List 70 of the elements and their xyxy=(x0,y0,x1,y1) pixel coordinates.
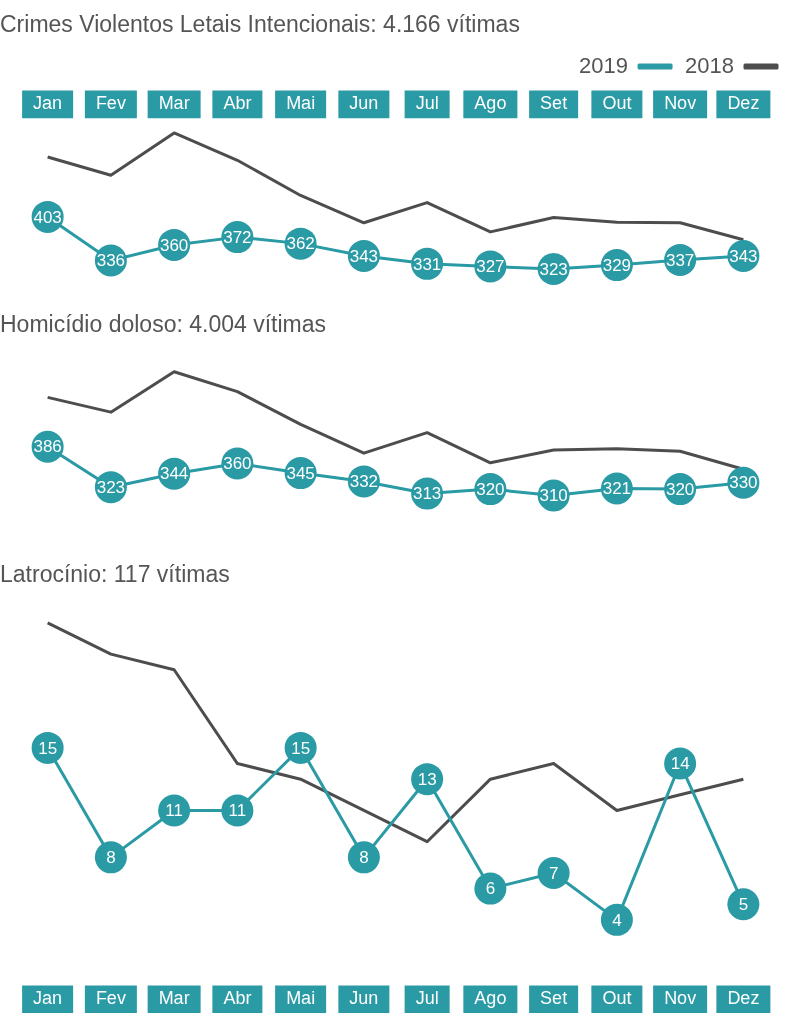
data-label: 331 xyxy=(412,254,442,274)
x-tick-label: Fev xyxy=(95,988,126,1009)
data-label: 337 xyxy=(665,250,695,270)
data-label: 14 xyxy=(670,754,690,774)
point xyxy=(347,841,380,874)
data-label: 15 xyxy=(38,738,58,758)
data-label: 323 xyxy=(96,477,126,497)
data-label: 336 xyxy=(96,251,126,271)
data-label: 15 xyxy=(291,738,311,758)
data-label: 11 xyxy=(165,801,183,821)
data-label: 360 xyxy=(223,454,252,474)
x-tick-label: Jan xyxy=(33,988,63,1009)
x-tick-label: Set xyxy=(540,988,568,1009)
x-tick-label: Out xyxy=(602,988,632,1009)
legend-label: 2018 xyxy=(685,52,734,78)
x-tick-label: Fev xyxy=(95,93,126,114)
x-tick-label: Abr xyxy=(223,93,252,114)
data-label: 330 xyxy=(729,473,758,493)
data-label: 310 xyxy=(539,486,568,506)
x-tick-label: Out xyxy=(602,93,632,114)
x-tick-label: Jun xyxy=(349,988,379,1009)
legend-label: 2019 xyxy=(579,52,629,78)
data-label: 344 xyxy=(159,464,189,484)
chart-title: Crimes Violentos Letais Intencionais: 4.166 vítimas xyxy=(0,11,520,38)
data-label: 329 xyxy=(602,255,632,275)
data-label: 4 xyxy=(612,910,622,930)
x-tick-label: Dez xyxy=(727,988,760,1009)
x-tick-label: Mar xyxy=(158,988,190,1009)
chart-title: Homicídio doloso: 4.004 vítimas xyxy=(0,311,326,338)
point xyxy=(537,856,570,889)
x-tick-label: Ago xyxy=(474,988,507,1009)
data-label: 343 xyxy=(349,246,379,266)
data-label: 13 xyxy=(417,769,437,789)
x-tick-label: Nov xyxy=(664,988,697,1009)
x-tick-label: Jul xyxy=(415,988,439,1009)
data-label: 403 xyxy=(33,207,62,227)
x-tick-label: Dez xyxy=(727,93,760,114)
chart-title: Latrocínio: 117 vítimas xyxy=(0,561,230,588)
x-tick-label: Abr xyxy=(223,988,252,1009)
data-label: 372 xyxy=(223,227,252,247)
data-label: 343 xyxy=(729,246,758,266)
data-label: 323 xyxy=(539,259,568,279)
data-label: 313 xyxy=(412,484,442,504)
x-tick-label: Set xyxy=(540,93,568,114)
data-label: 386 xyxy=(33,437,62,457)
point xyxy=(474,872,507,905)
x-tick-label: Ago xyxy=(474,93,507,114)
data-label: 362 xyxy=(286,234,315,254)
x-tick-label: Mai xyxy=(286,93,316,114)
data-label: 327 xyxy=(476,257,505,277)
x-tick-label: Jul xyxy=(415,93,439,114)
point xyxy=(727,888,760,921)
data-label: 8 xyxy=(359,848,369,868)
data-label: 360 xyxy=(159,235,189,255)
data-label: 6 xyxy=(485,879,496,899)
data-label: 345 xyxy=(286,463,315,483)
data-label: 11 xyxy=(228,801,247,821)
data-label: 321 xyxy=(602,479,632,499)
data-label: 5 xyxy=(738,894,749,914)
data-label: 320 xyxy=(476,479,505,499)
x-tick-label: Nov xyxy=(664,93,697,114)
data-label: 332 xyxy=(349,472,379,492)
x-tick-label: Jun xyxy=(349,93,379,114)
data-label: 7 xyxy=(548,863,559,883)
x-tick-label: Mai xyxy=(286,988,316,1009)
data-label: 320 xyxy=(665,479,695,499)
data-label: 8 xyxy=(106,848,116,868)
x-tick-label: Jan xyxy=(33,93,63,114)
point xyxy=(94,841,127,874)
x-tick-label: Mar xyxy=(158,93,190,114)
